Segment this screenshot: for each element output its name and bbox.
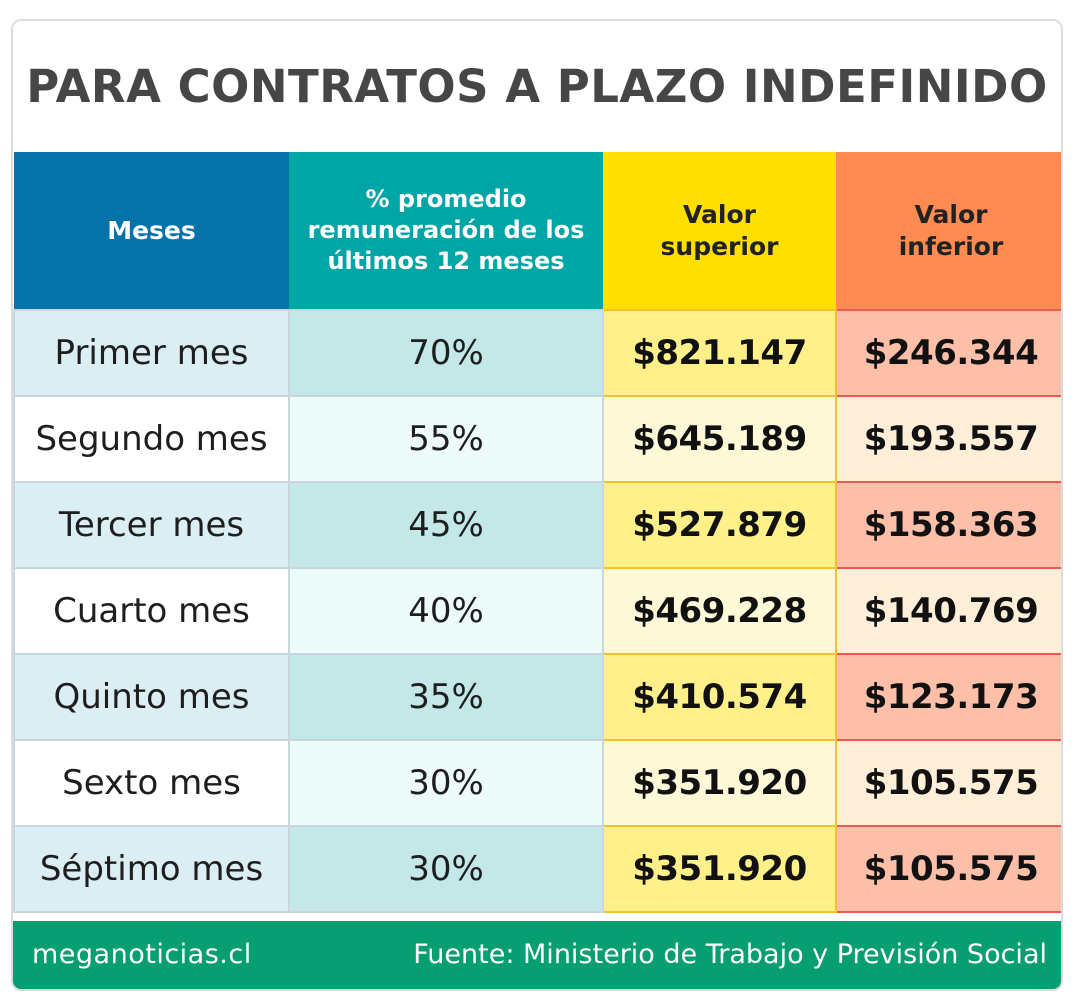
lower-value-cell: $193.557 <box>835 395 1061 483</box>
footer-bar: meganoticias.cl Fuente: Ministerio de Tr… <box>13 921 1061 989</box>
upper-value-cell: $821.147 <box>602 309 837 397</box>
lower-value-cell: $105.575 <box>835 825 1061 913</box>
page-title: PARA CONTRATOS A PLAZO INDEFINIDO <box>26 60 1048 113</box>
header-percent-label: % promedio remuneración de los últimos 1… <box>307 185 585 275</box>
lower-value-cell: $123.173 <box>835 653 1061 741</box>
benefits-table: Meses % promedio remuneración de los últ… <box>13 152 1061 913</box>
lower-value-cell: $105.575 <box>835 739 1061 827</box>
table-row: Séptimo mes 30% $351.920 $105.575 <box>13 825 1061 913</box>
header-percent: % promedio remuneración de los últimos 1… <box>289 152 603 310</box>
percent-cell: 30% <box>288 825 604 913</box>
source-note: Fuente: Ministerio de Trabajo y Previsió… <box>413 939 1047 970</box>
month-cell: Séptimo mes <box>13 825 290 913</box>
upper-value-cell: $645.189 <box>602 395 837 483</box>
month-cell: Primer mes <box>13 309 290 397</box>
table-row: Primer mes 70% $821.147 $246.344 <box>13 309 1061 397</box>
month-cell: Quinto mes <box>13 653 290 741</box>
lower-value-cell: $158.363 <box>835 481 1061 569</box>
infographic-card: PARA CONTRATOS A PLAZO INDEFINIDO Meses … <box>11 19 1063 991</box>
table-row: Cuarto mes 40% $469.228 $140.769 <box>13 567 1061 655</box>
header-upper-value: Valor superior <box>603 152 836 310</box>
percent-cell: 45% <box>288 481 604 569</box>
month-cell: Sexto mes <box>13 739 290 827</box>
lower-value-cell: $246.344 <box>835 309 1061 397</box>
upper-value-cell: $351.920 <box>602 739 837 827</box>
table-row: Segundo mes 55% $645.189 $193.557 <box>13 395 1061 483</box>
upper-value-cell: $351.920 <box>602 825 837 913</box>
table-header-row: Meses % promedio remuneración de los últ… <box>14 152 1061 310</box>
header-upper-label: Valor superior <box>660 199 779 261</box>
percent-cell: 70% <box>288 309 604 397</box>
percent-cell: 30% <box>288 739 604 827</box>
upper-value-cell: $469.228 <box>602 567 837 655</box>
header-months: Meses <box>14 152 289 310</box>
header-months-label: Meses <box>107 215 196 245</box>
table-row: Quinto mes 35% $410.574 $123.173 <box>13 653 1061 741</box>
site-name: meganoticias.cl <box>32 939 252 970</box>
percent-cell: 55% <box>288 395 604 483</box>
table-row: Tercer mes 45% $527.879 $158.363 <box>13 481 1061 569</box>
percent-cell: 40% <box>288 567 604 655</box>
table-row: Sexto mes 30% $351.920 $105.575 <box>13 739 1061 827</box>
header-lower-value: Valor inferior <box>836 152 1061 310</box>
lower-value-cell: $140.769 <box>835 567 1061 655</box>
upper-value-cell: $527.879 <box>602 481 837 569</box>
header-lower-label: Valor inferior <box>898 199 1004 261</box>
month-cell: Tercer mes <box>13 481 290 569</box>
upper-value-cell: $410.574 <box>602 653 837 741</box>
month-cell: Segundo mes <box>13 395 290 483</box>
month-cell: Cuarto mes <box>13 567 290 655</box>
percent-cell: 35% <box>288 653 604 741</box>
